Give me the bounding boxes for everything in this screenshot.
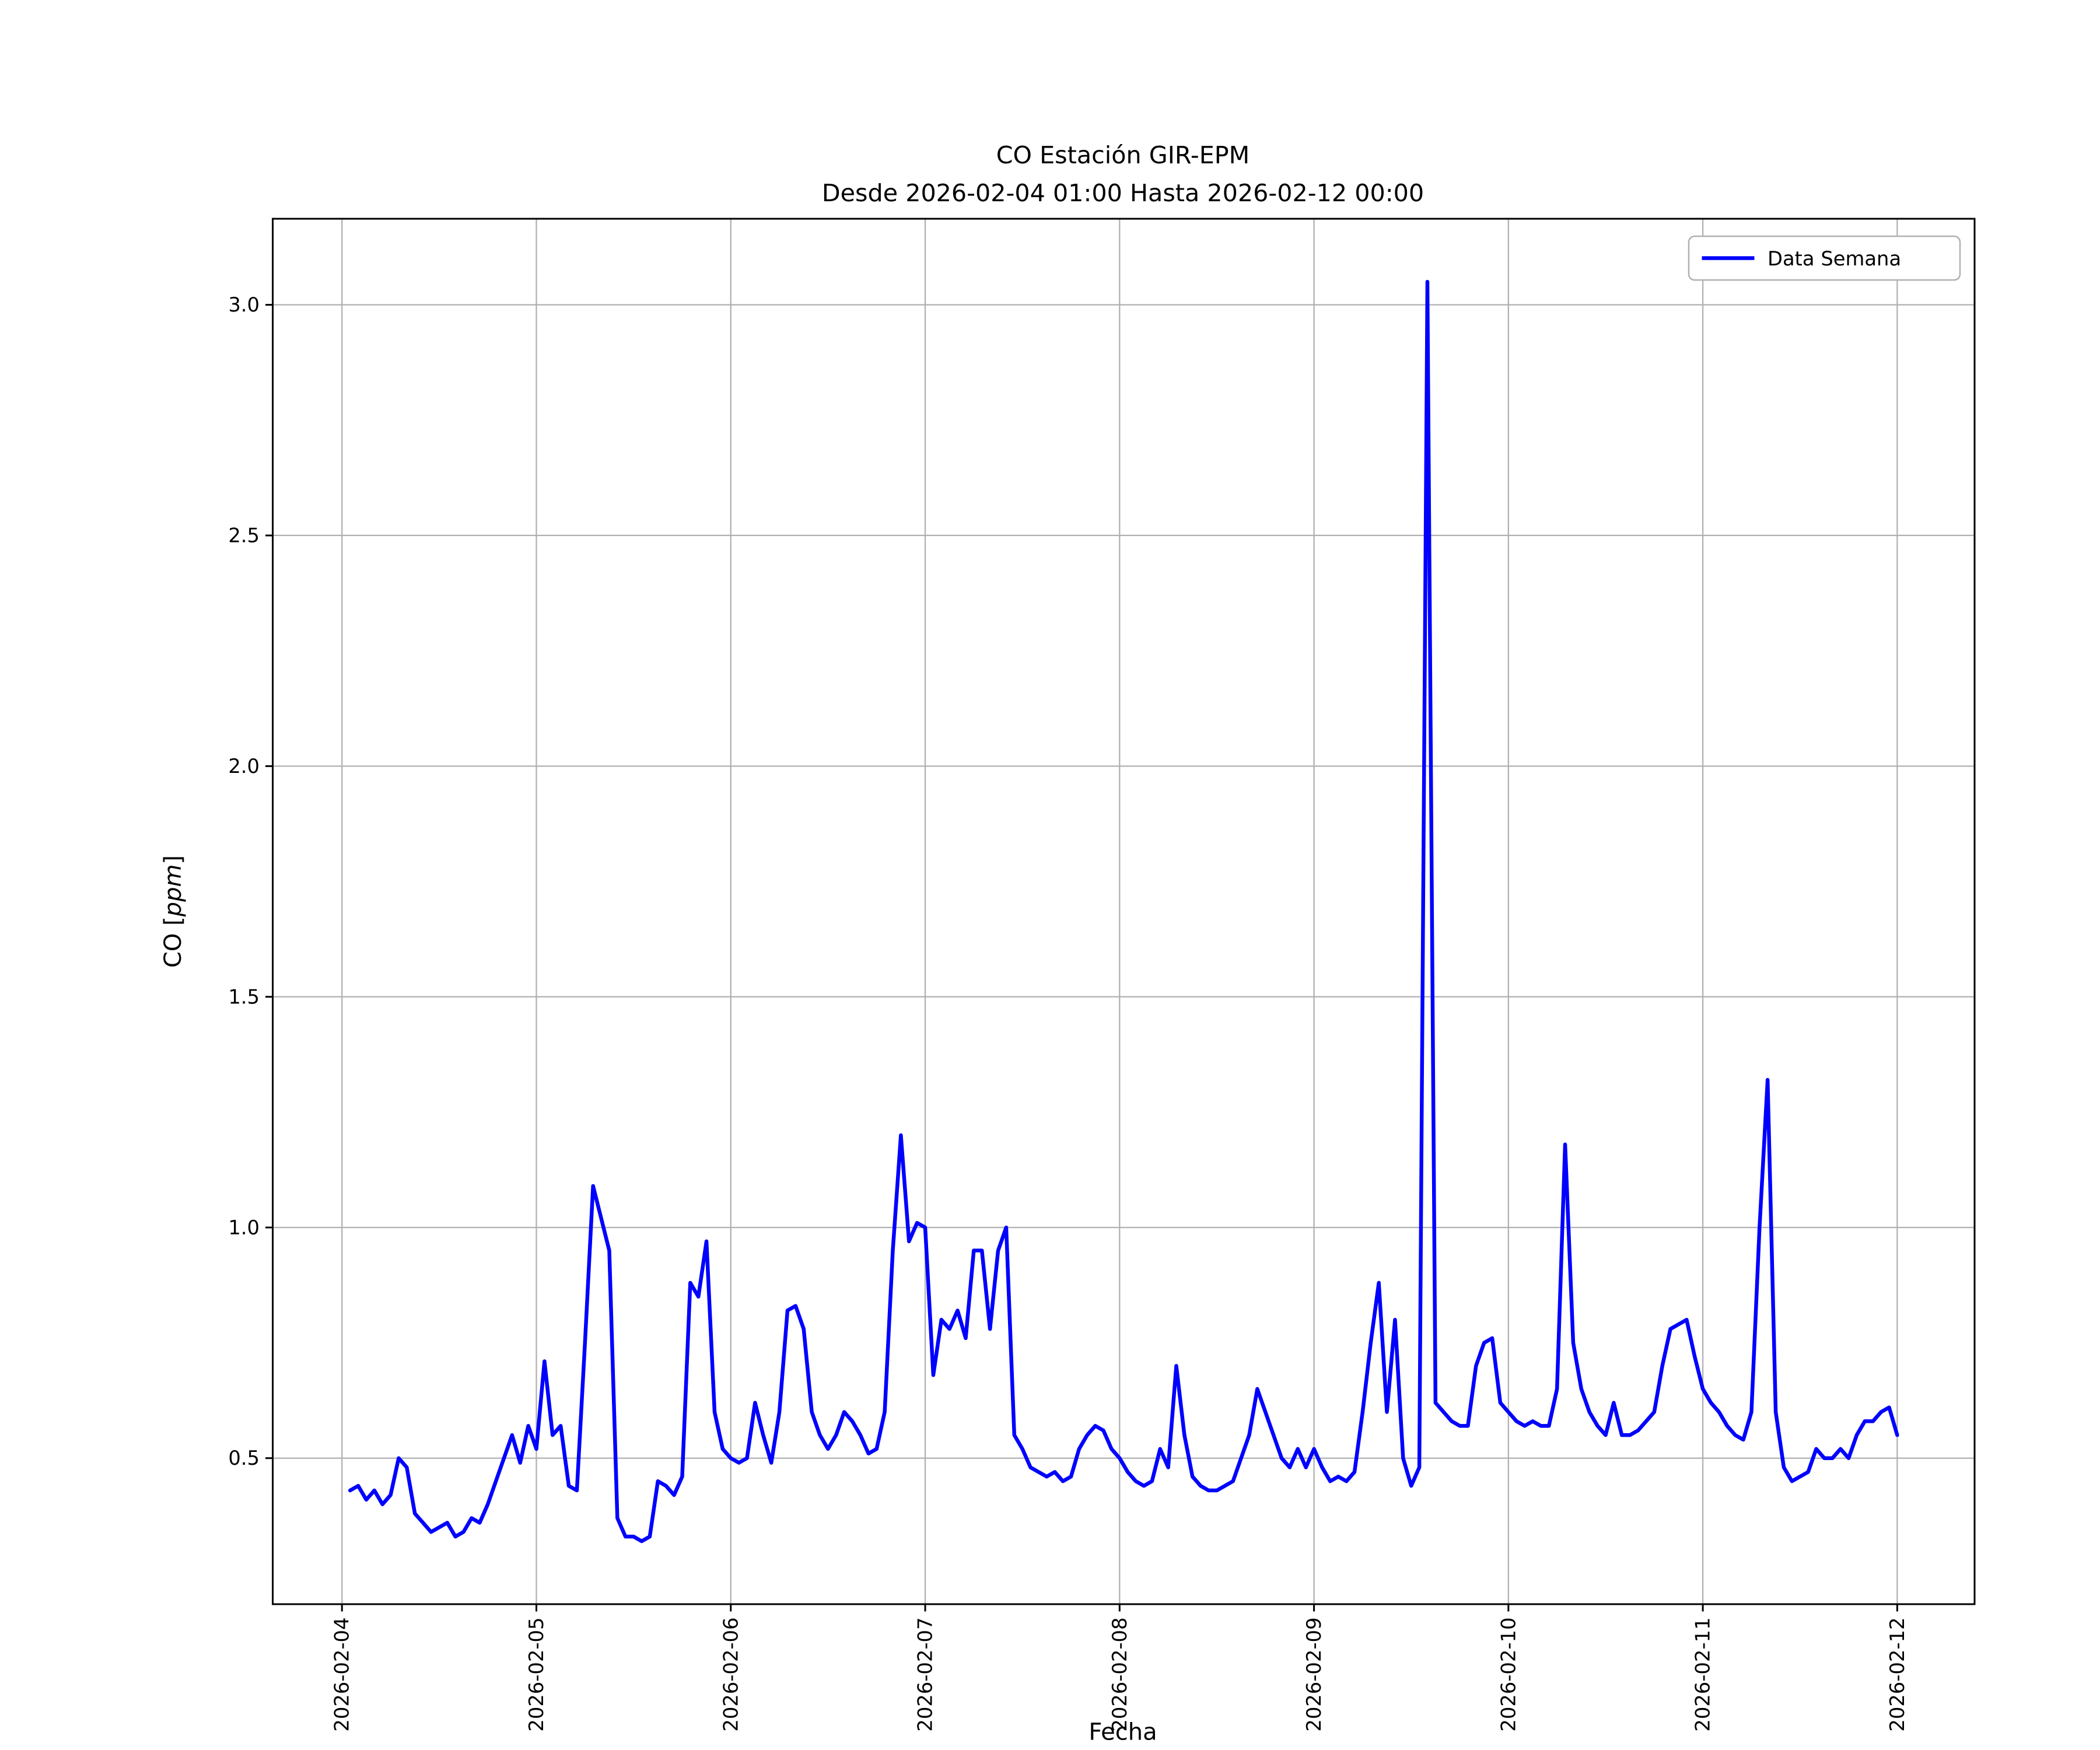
tick-labels: 2026-02-04 2026-02-05 2026-02-06 2026-02-07… — [228, 293, 1909, 1732]
x-tick-label: 2026-02-05 — [525, 1618, 548, 1732]
chart-title: CO Estación GIR-EPM — [996, 141, 1250, 169]
tick-marks — [265, 303, 1898, 1612]
data-line-series — [348, 279, 1899, 1544]
x-tick-label: 2026-02-06 — [719, 1618, 742, 1732]
y-tick-label: 2.0 — [228, 755, 260, 778]
x-tick-label: 2026-02-04 — [331, 1618, 354, 1732]
chart-subtitle: Desde 2026-02-04 01:00 Hasta 2026-02-12 … — [822, 179, 1424, 207]
x-tick-label: 2026-02-09 — [1303, 1618, 1325, 1732]
y-tick-label: 0.5 — [228, 1447, 260, 1469]
y-tick-label: 3.0 — [228, 293, 260, 316]
y-tick-label: 2.5 — [228, 524, 260, 547]
y-axis-label-prefix: CO [ — [160, 916, 187, 968]
x-tick-label: 2026-02-08 — [1108, 1618, 1131, 1732]
x-tick-label: 2026-02-10 — [1497, 1618, 1520, 1732]
legend: Data Semana — [1688, 235, 1961, 281]
grid-lines — [272, 219, 1975, 1604]
y-axis-label: CO [ppm] — [160, 855, 187, 968]
y-axis-label-suffix: ] — [160, 855, 187, 864]
legend-box — [1688, 235, 1961, 281]
y-tick-label: 1.0 — [228, 1216, 260, 1239]
x-tick-label: 2026-02-07 — [914, 1618, 937, 1732]
x-tick-label: 2026-02-11 — [1692, 1618, 1714, 1732]
x-tick-label: 2026-02-12 — [1886, 1618, 1909, 1732]
y-tick-label: 1.5 — [228, 985, 260, 1008]
x-axis-label: Fecha — [1088, 1719, 1157, 1746]
legend-label: Data Semana — [1768, 247, 1901, 270]
y-axis-label-unit: ppm — [160, 864, 187, 918]
plot-frame — [272, 218, 1976, 1605]
